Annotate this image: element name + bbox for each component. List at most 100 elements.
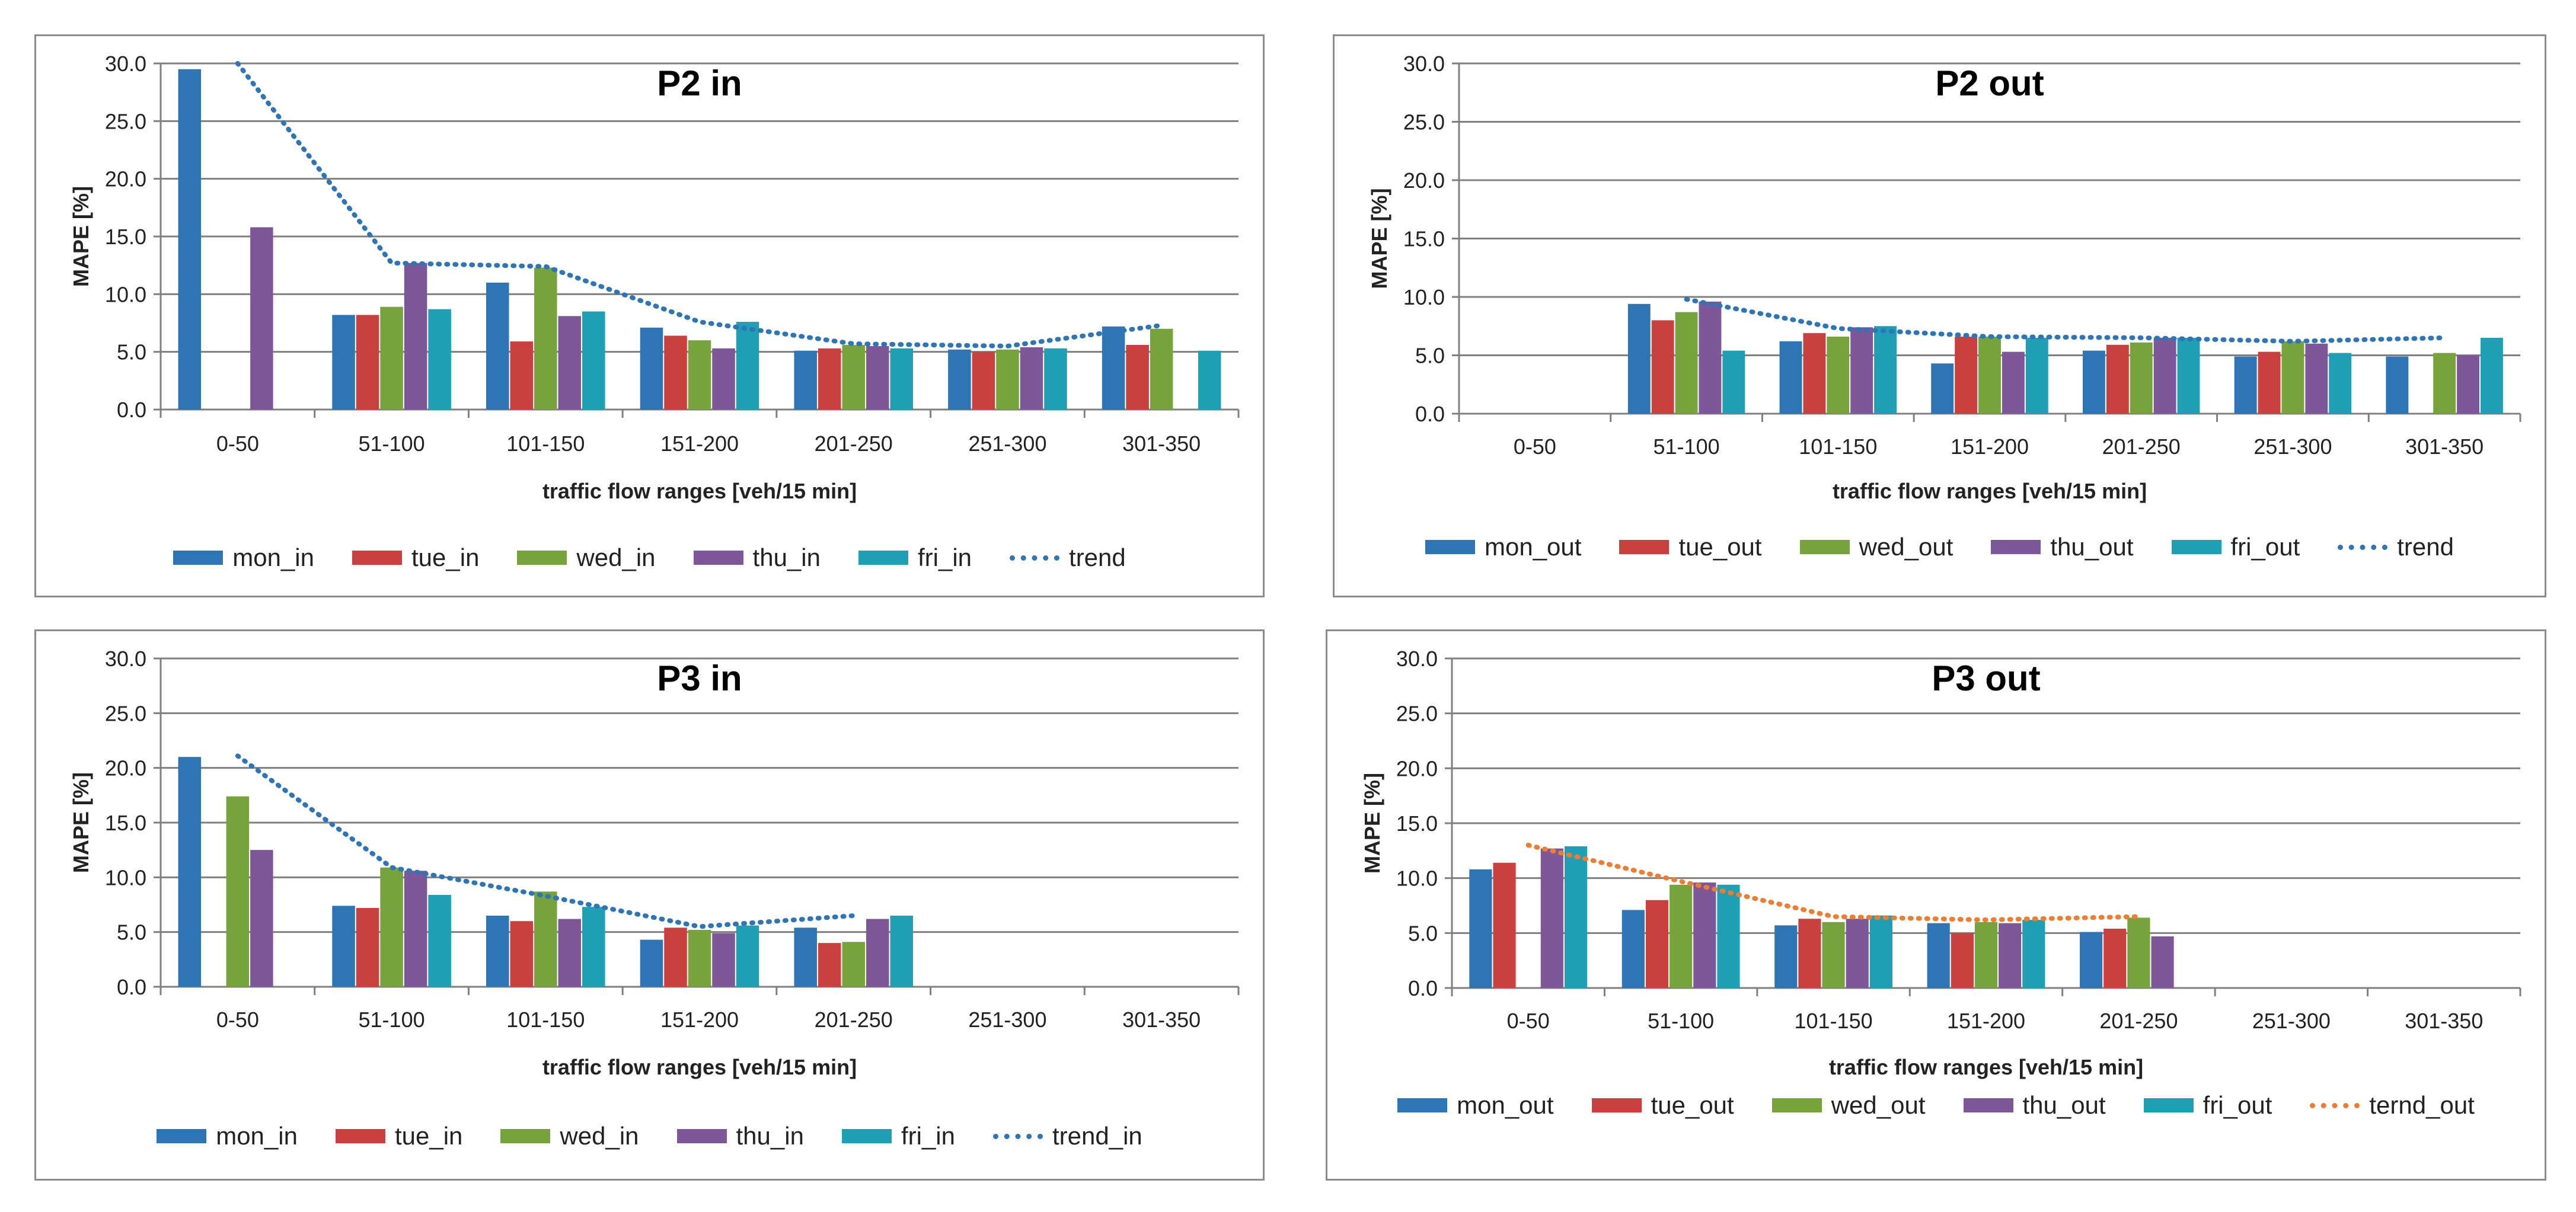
- bar-fri_in: [582, 907, 605, 987]
- bar-thu_out: [2002, 351, 2025, 414]
- bar-thu_in: [712, 348, 735, 410]
- bar-wed_out: [2127, 917, 2150, 988]
- bar-thu_in: [866, 919, 889, 987]
- chart-title: P3 out: [1932, 658, 2040, 698]
- bar-thu_in: [866, 346, 889, 410]
- bar-fri_out: [1874, 326, 1897, 414]
- y-axis-title: MAPE [%]: [1367, 188, 1391, 289]
- legend-label-tue-out: tue_out: [1651, 1091, 1734, 1119]
- bar-thu_in: [404, 263, 427, 410]
- legend-swatch-tue: [1591, 1098, 1642, 1112]
- trend-line-ternd_out: [1525, 843, 2141, 923]
- legend-item-trend: trend: [2338, 533, 2454, 561]
- bar-fri_out: [1717, 884, 1740, 988]
- bar-wed_out: [1822, 922, 1845, 988]
- bar-tue_out: [1955, 336, 1978, 414]
- trend-line-trend: [235, 61, 1164, 348]
- bar-fri_in: [1044, 348, 1067, 410]
- x-tick-label: 201-250: [815, 1008, 893, 1032]
- legend-item-fri-out: fri_out: [2171, 533, 2300, 561]
- legend-label-trend-in: trend_in: [1052, 1122, 1142, 1150]
- legend-swatch-tue: [352, 551, 402, 565]
- bar-wed_out: [2433, 353, 2456, 414]
- legend-item-tue-in: tue_in: [335, 1122, 462, 1150]
- x-tick-label: 301-350: [2405, 1009, 2483, 1033]
- legend-swatch-trend: [993, 1133, 1043, 1139]
- y-axis-title: MAPE [%]: [1360, 773, 1384, 874]
- legend-item-wed-out: wed_out: [1771, 1091, 1926, 1120]
- bar-tue_out: [2103, 928, 2127, 988]
- legend-swatch-wed: [500, 1129, 551, 1143]
- legend-item-wed-in: wed_in: [500, 1122, 639, 1150]
- y-axis-title: MAPE [%]: [69, 186, 93, 287]
- legend-item-mon-in: mon_in: [157, 1122, 298, 1150]
- legend-swatch-mon: [1397, 1098, 1448, 1112]
- x-tick-label: 51-100: [359, 431, 425, 456]
- bar-fri_out: [1564, 846, 1588, 988]
- x-tick-label: 0-50: [216, 1008, 259, 1032]
- bar-wed_in: [380, 306, 403, 410]
- x-tick-label: 101-150: [1799, 434, 1877, 459]
- chart-p3-in: 0.0 5.0 10.0 15.0 20.0 25.0 30.0 0-50 51-100 101-…: [69, 647, 1240, 1079]
- bar-tue_in: [510, 921, 534, 987]
- x-axis-title: traffic flow ranges [veh/15 min]: [542, 479, 857, 503]
- legend-label-mon-in: mon_in: [232, 543, 314, 571]
- y-tick-label: 25.0: [1396, 702, 1438, 726]
- y-tick-label: 25.0: [105, 109, 146, 133]
- bar-wed_out: [2281, 341, 2304, 414]
- bar-mon_in: [640, 939, 663, 987]
- bar-wed_in: [842, 942, 865, 987]
- bar-wed_in: [1150, 328, 1173, 410]
- legend-swatch-tue: [1619, 540, 1670, 554]
- legend-item-thu-in: thu_in: [693, 543, 821, 572]
- y-tick-label: 15.0: [105, 811, 146, 835]
- bar-tue_in: [356, 908, 379, 987]
- x-axis-title: traffic flow ranges [veh/15 min]: [1833, 479, 2147, 503]
- x-tick-label: 201-250: [2099, 1009, 2178, 1033]
- bar-thu_in: [404, 871, 427, 987]
- legend-item-mon-out: mon_out: [1397, 1091, 1554, 1120]
- bar-fri_in: [890, 915, 914, 987]
- bar-tue_in: [818, 943, 841, 987]
- legend-p3-in: mon_in tue_in wed_in thu_in fri_in trend…: [36, 1122, 1263, 1150]
- legend-swatch-ternd-out: [2310, 1102, 2360, 1108]
- bar-wed_in: [842, 344, 865, 410]
- legend-swatch-wed: [1771, 1098, 1822, 1112]
- legend-label-mon-in: mon_in: [216, 1122, 298, 1150]
- legend-swatch-thu: [676, 1129, 727, 1143]
- y-tick-label: 20.0: [1403, 168, 1445, 193]
- bar-tue_in: [356, 315, 379, 410]
- bar-mon_out: [2386, 356, 2409, 414]
- legend-swatch-thu: [1963, 1098, 2013, 1112]
- bar-wed_in: [226, 796, 250, 987]
- legend-swatch-mon: [157, 1129, 207, 1143]
- legend-p3-out: mon_out tue_out wed_out thu_out fri_out …: [1327, 1091, 2545, 1120]
- legend-item-fri-in: fri_in: [841, 1122, 955, 1150]
- x-tick-label: 101-150: [1795, 1009, 1873, 1033]
- bar-mon_out: [1927, 923, 1950, 988]
- chart-panel-p2-out: 0.0 5.0 10.0 15.0 20.0 25.0 30.0 0-50 51-100 101-…: [1333, 34, 2546, 597]
- bar-mon_in: [178, 69, 202, 410]
- bar-wed_out: [1670, 884, 1693, 988]
- legend-item-tue-out: tue_out: [1619, 533, 1762, 561]
- legend-swatch-trend: [1010, 555, 1060, 561]
- chart-panel-p3-in: 0.0 5.0 10.0 15.0 20.0 25.0 30.0 0-50 51-100 101-…: [34, 629, 1265, 1181]
- legend-label-fri-in: fri_in: [901, 1122, 955, 1150]
- bar-tue_in: [664, 335, 687, 410]
- bar-tue_out: [2258, 351, 2281, 414]
- bar-mon_out: [1469, 869, 1492, 988]
- bar-wed_out: [1974, 922, 1998, 988]
- chart-p2-in: 0.0 5.0 10.0 15.0 20.0 25.0 30.0 0-50 51-100 101-…: [69, 52, 1240, 503]
- legend-item-trend: trend: [1010, 543, 1126, 572]
- x-tick-label: 251-300: [968, 431, 1046, 456]
- bar-mon_in: [486, 282, 509, 410]
- chart-p3-out: 0.0 5.0 10.0 15.0 20.0 25.0 30.0 0-50 51-100 101-…: [1360, 647, 2521, 1079]
- bar-thu_in: [250, 227, 273, 410]
- legend-swatch-wed: [1799, 540, 1850, 554]
- legend-item-thu-in: thu_in: [676, 1122, 804, 1150]
- bar-fri_out: [2025, 337, 2048, 414]
- bar-mon_out: [1774, 925, 1798, 988]
- x-tick-label: 0-50: [216, 431, 259, 456]
- y-tick-label: 0.0: [117, 398, 146, 422]
- bar-thu_out: [2457, 355, 2479, 414]
